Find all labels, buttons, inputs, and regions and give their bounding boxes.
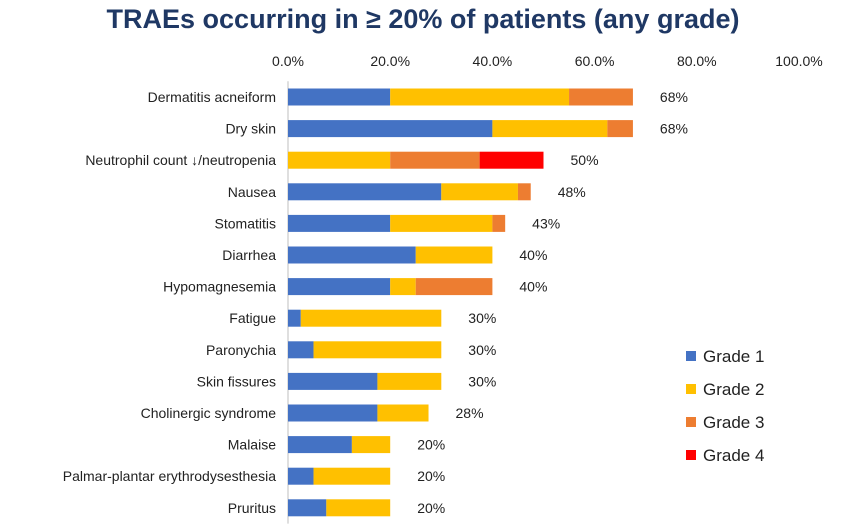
legend-label: Grade 3 [703, 413, 764, 432]
category-label: Dry skin [225, 121, 276, 137]
category-label: Cholinergic syndrome [141, 405, 277, 421]
category-label: Paronychia [206, 342, 276, 358]
bar-segment-grade-3 [607, 120, 633, 138]
category-label: Neutrophil count ↓/neutropenia [85, 152, 276, 168]
total-label: 30% [468, 342, 496, 358]
legend-label: Grade 2 [703, 380, 764, 399]
category-label: Nausea [228, 184, 276, 200]
x-tick-label: 20.0% [370, 53, 410, 69]
bar-segment-grade-2 [390, 278, 416, 296]
legend-swatch [686, 351, 696, 361]
total-label: 20% [417, 468, 445, 484]
x-tick-label: 60.0% [575, 53, 615, 69]
category-label: Fatigue [229, 310, 276, 326]
bar-segment-grade-2 [441, 183, 518, 201]
total-label: 68% [660, 89, 688, 105]
category-label: Diarrhea [222, 247, 276, 263]
legend-label: Grade 1 [703, 347, 764, 366]
bar-segment-grade-2 [492, 120, 608, 138]
bar-segment-grade-2 [300, 309, 442, 327]
bar-segment-grade-1 [288, 436, 352, 454]
total-label: 20% [417, 500, 445, 516]
total-label: 50% [571, 152, 599, 168]
category-label: Dermatitis acneiform [148, 89, 276, 105]
bar-segment-grade-2 [377, 372, 442, 390]
total-label: 20% [417, 437, 445, 453]
bar-segment-grade-1 [288, 404, 378, 422]
chart-title: TRAEs occurring in ≥ 20% of patients (an… [106, 4, 740, 34]
bar-segment-grade-1 [288, 278, 391, 296]
bar-segment-grade-2 [326, 499, 391, 517]
bar-segment-grade-2 [351, 436, 391, 454]
total-label: 68% [660, 121, 688, 137]
bar-segment-grade-1 [288, 214, 391, 232]
bar-segment-grade-1 [288, 341, 314, 359]
category-label: Pruritus [228, 500, 276, 516]
bar-segment-grade-2 [390, 88, 570, 106]
category-label: Hypomagnesemia [163, 279, 276, 295]
total-label: 48% [558, 184, 586, 200]
bar-segment-grade-3 [492, 214, 506, 232]
bar-segment-grade-1 [288, 120, 493, 138]
total-label: 43% [532, 215, 560, 231]
x-tick-label: 100.0% [775, 53, 822, 69]
category-label: Palmar-plantar erythrodysesthesia [63, 468, 276, 484]
category-label: Skin fissures [197, 373, 276, 389]
total-label: 30% [468, 373, 496, 389]
legend-swatch [686, 384, 696, 394]
total-label: 28% [456, 405, 484, 421]
bar-segment-grade-3 [390, 151, 480, 169]
bar-segment-grade-1 [288, 309, 301, 327]
bar-segment-grade-2 [415, 246, 493, 264]
bar-segment-grade-4 [479, 151, 544, 169]
legend-label: Grade 4 [703, 446, 764, 465]
bar-segment-grade-1 [288, 88, 391, 106]
bar-segment-grade-2 [377, 404, 429, 422]
bar-segment-grade-1 [288, 499, 327, 517]
bar-segment-grade-1 [288, 372, 378, 390]
category-label: Malaise [228, 437, 276, 453]
bar-segment-grade-2 [313, 341, 442, 359]
total-label: 40% [519, 279, 547, 295]
total-label: 40% [519, 247, 547, 263]
x-tick-label: 0.0% [272, 53, 304, 69]
bar-segment-grade-1 [288, 246, 416, 264]
bar-segment-grade-2 [390, 214, 493, 232]
legend-swatch [686, 450, 696, 460]
bar-segment-grade-3 [517, 183, 531, 201]
bar-segment-grade-2 [313, 467, 391, 485]
bar-segment-grade-3 [415, 278, 493, 296]
bar-segment-grade-1 [288, 183, 442, 201]
category-label: Stomatitis [215, 215, 276, 231]
bar-segment-grade-3 [569, 88, 633, 106]
total-label: 30% [468, 310, 496, 326]
x-tick-label: 40.0% [473, 53, 513, 69]
x-tick-label: 80.0% [677, 53, 717, 69]
bar-segment-grade-1 [288, 467, 314, 485]
bar-segment-grade-2 [288, 151, 391, 169]
legend-swatch [686, 417, 696, 427]
